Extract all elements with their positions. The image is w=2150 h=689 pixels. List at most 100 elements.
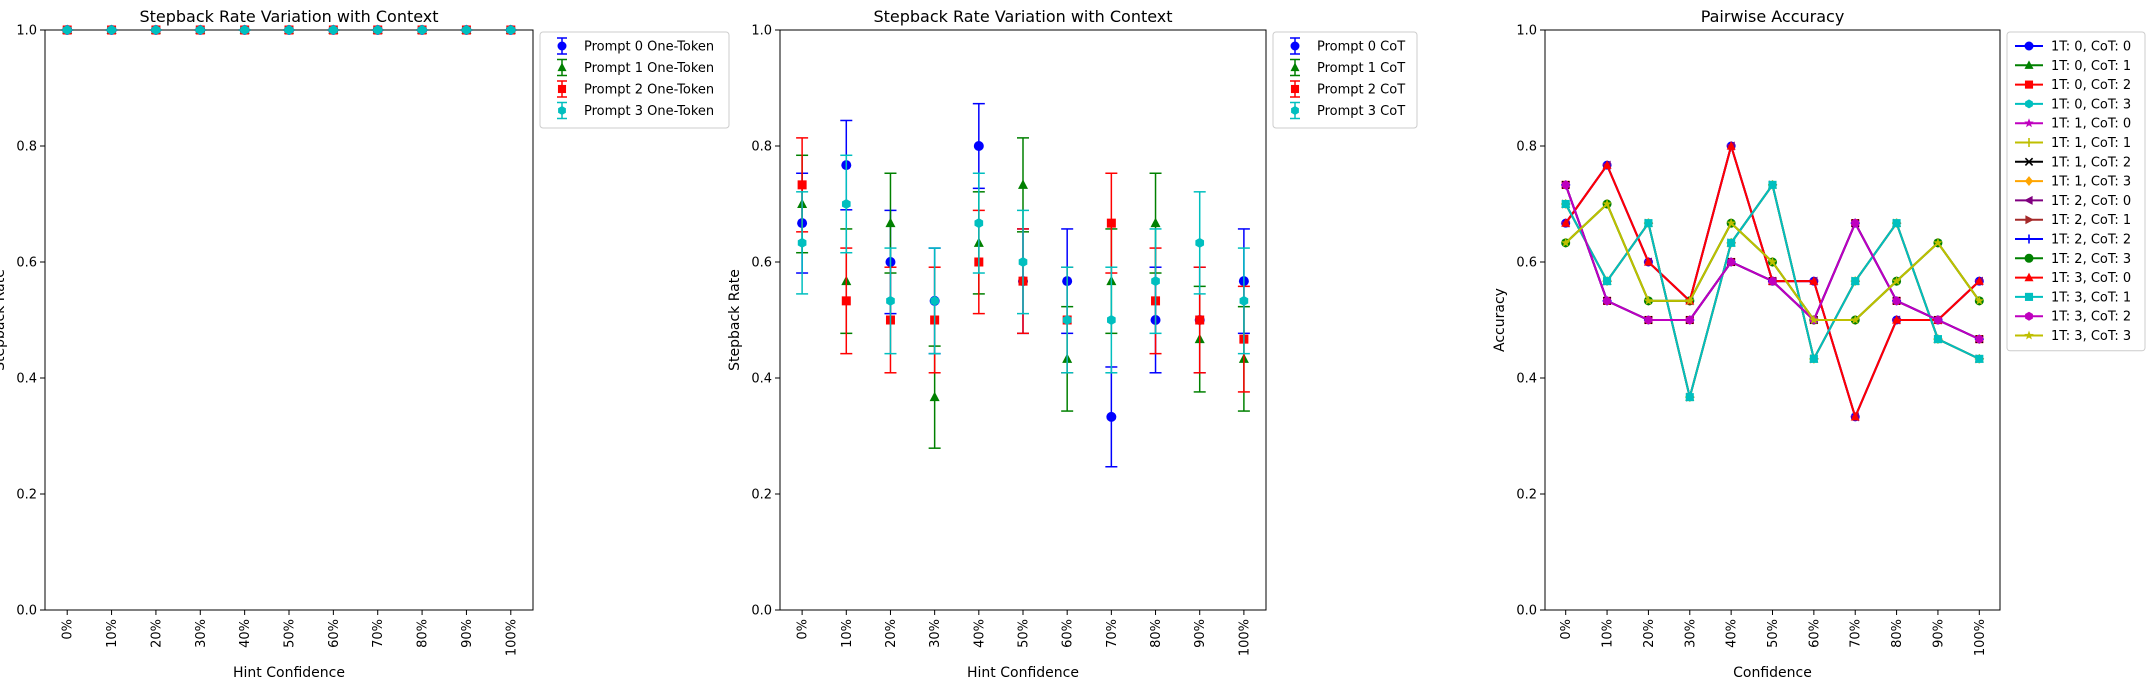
x-tick-label: 40% <box>238 619 253 648</box>
x-tick-label: 80% <box>1149 619 1164 648</box>
legend-marker <box>2025 215 2034 225</box>
legend-item: 1T: 0, CoT: 0 <box>2015 40 2131 55</box>
data-point <box>841 296 851 306</box>
data-point <box>1195 315 1205 325</box>
data-point <box>1643 257 1653 266</box>
data-point <box>1809 276 1819 285</box>
x-axis-label: Hint Confidence <box>233 665 345 681</box>
data-point <box>1809 354 1818 363</box>
series-group <box>61 24 517 35</box>
legend-label: 1T: 3, CoT: 3 <box>2051 329 2131 344</box>
data-point <box>240 25 249 35</box>
legend-label: Prompt 3 One-Token <box>584 104 714 119</box>
legend-label: Prompt 0 One-Token <box>584 40 714 55</box>
x-tick-label: 90% <box>1931 619 1946 648</box>
legend-marker <box>2024 234 2034 244</box>
legend-item: Prompt 1 CoT <box>1290 58 1405 77</box>
data-point <box>1850 411 1860 421</box>
legend-marker <box>2024 292 2034 301</box>
legend-marker <box>2024 330 2034 340</box>
data-point <box>1933 335 1942 344</box>
data-point <box>62 25 72 35</box>
legend-item: 1T: 2, CoT: 0 <box>2015 194 2131 209</box>
legend-marker <box>2024 60 2034 69</box>
data-point <box>1151 276 1160 287</box>
data-point <box>284 25 294 35</box>
chart-title: Stepback Rate Variation with Context <box>139 7 438 26</box>
x-tick-label: 100% <box>1973 619 1988 656</box>
data-point <box>462 25 471 35</box>
legend: 1T: 0, CoT: 0 1T: 0, CoT: 1 1T: 0, CoT: 2 1… <box>2006 31 2146 352</box>
data-point <box>373 25 383 35</box>
legend-label: Prompt 1 CoT <box>1317 61 1405 76</box>
data-point <box>1934 315 1942 325</box>
chart-title: Stepback Rate Variation with Context <box>873 7 1172 26</box>
legend-item: 1T: 2, CoT: 3 <box>2015 252 2131 267</box>
legend-label: 1T: 0, CoT: 3 <box>2051 97 2131 112</box>
data-point <box>1602 160 1612 169</box>
data-point <box>1726 141 1736 150</box>
data-point <box>506 25 516 35</box>
legend-frame <box>2006 31 2146 352</box>
legend-item: 1T: 2, CoT: 1 <box>2015 213 2131 228</box>
data-point <box>797 237 807 248</box>
x-tick-label: 0% <box>796 619 811 640</box>
x-tick-label: 30% <box>1683 619 1698 648</box>
legend-label: Prompt 2 CoT <box>1317 83 1405 98</box>
x-tick-label: 40% <box>972 619 987 648</box>
y-axis-label: Stepback Rate <box>0 269 8 371</box>
x-tick-label: 20% <box>149 619 164 648</box>
legend-label: 1T: 1, CoT: 3 <box>2051 175 2131 190</box>
legend-item: 1T: 3, CoT: 3 <box>2015 329 2131 344</box>
legend-marker <box>1290 62 1300 72</box>
data-point <box>107 25 116 35</box>
y-tick-label: 0.2 <box>16 488 37 503</box>
y-tick-label: 0.8 <box>751 140 772 155</box>
x-tick-label: 60% <box>1807 619 1822 648</box>
y-tick-label: 0.0 <box>751 604 772 619</box>
x-tick-label: 20% <box>884 619 899 648</box>
legend-marker <box>2024 272 2034 282</box>
legend-marker <box>558 106 566 115</box>
data-point <box>930 295 939 306</box>
legend-item: 1T: 1, CoT: 0 <box>2015 117 2131 132</box>
data-point <box>195 25 205 35</box>
legend-label: 1T: 1, CoT: 2 <box>2051 155 2131 170</box>
data-point <box>1239 295 1249 306</box>
data-point <box>1150 217 1161 228</box>
legend-marker <box>557 62 567 72</box>
data-point <box>1561 180 1570 190</box>
data-point <box>1767 257 1778 266</box>
data-point <box>1560 237 1571 247</box>
legend-label: 1T: 3, CoT: 1 <box>2051 290 2131 305</box>
x-tick-label: 10% <box>840 619 855 648</box>
x-tick-label: 30% <box>928 619 943 648</box>
legend-label: Prompt 3 CoT <box>1317 104 1405 119</box>
data-point <box>929 391 940 402</box>
y-tick-label: 0.4 <box>1516 372 1537 387</box>
legend-label: 1T: 2, CoT: 3 <box>2051 252 2131 267</box>
data-point <box>1892 219 1901 228</box>
legend-label: Prompt 1 One-Token <box>584 61 714 76</box>
legend-label: 1T: 2, CoT: 0 <box>2051 194 2131 209</box>
legend-item: 1T: 0, CoT: 1 <box>2015 59 2131 74</box>
x-tick-label: 50% <box>283 619 298 648</box>
legend-marker <box>557 84 567 94</box>
y-tick-label: 0.2 <box>1516 488 1537 503</box>
x-tick-label: 100% <box>504 619 519 656</box>
legend-item: 1T: 1, CoT: 3 <box>2015 175 2131 190</box>
legend-label: 1T: 2, CoT: 2 <box>2051 233 2131 248</box>
series-line <box>1564 182 1980 398</box>
legend-label: 1T: 0, CoT: 0 <box>2051 40 2131 55</box>
data-point <box>1107 315 1116 325</box>
legend-item: Prompt 3 CoT <box>1290 101 1405 120</box>
legend: Prompt 0 One-Token Prompt 1 One-Token Prom… <box>539 31 730 129</box>
data-point <box>974 218 984 229</box>
legend-marker <box>2024 138 2034 147</box>
y-tick-label: 0.6 <box>751 256 772 271</box>
legend-marker <box>2024 176 2034 187</box>
data-point <box>1644 219 1653 228</box>
data-point <box>1768 180 1777 189</box>
x-tick-label: 20% <box>1642 619 1657 648</box>
x-tick-label: 0% <box>1559 619 1574 640</box>
